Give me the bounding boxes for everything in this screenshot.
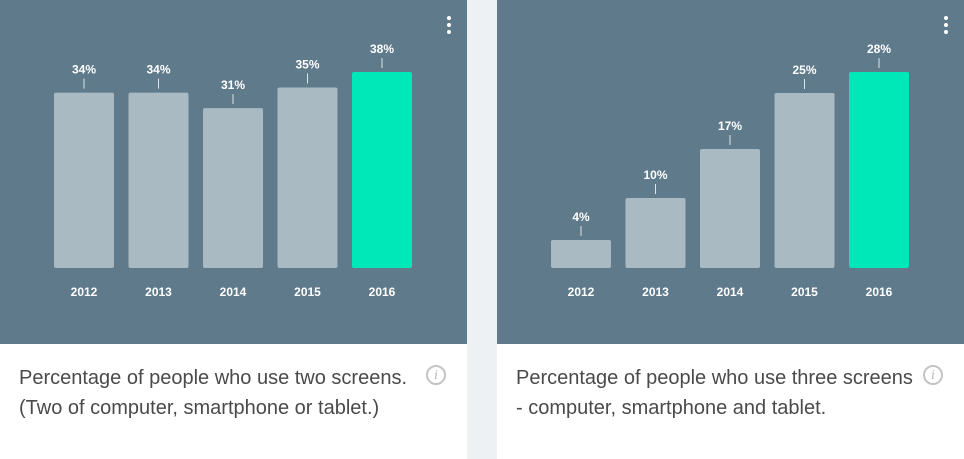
chart-caption: Percentage of people who use three scree… — [516, 367, 913, 419]
bar-2013[interactable] — [625, 198, 686, 268]
bar-2012[interactable] — [551, 240, 611, 268]
more-options-button[interactable] — [441, 12, 457, 38]
data-label: 35% — [295, 57, 319, 71]
bar-2014[interactable] — [203, 108, 263, 269]
bar-2013[interactable] — [128, 92, 189, 268]
chart-area: 34% 2012 34% 2013 31% 2014 35% 2015 38% 2016 — [0, 0, 467, 344]
data-label: 4% — [572, 210, 590, 224]
x-tick-label: 2015 — [294, 285, 321, 299]
data-label: 34% — [72, 63, 96, 77]
bar-chart: 4% 2012 10% 2013 17% 2014 25% 2015 28% 2016 — [551, 42, 909, 299]
x-tick-label: 2013 — [145, 285, 172, 299]
data-label: 31% — [221, 78, 245, 92]
x-tick-label: 2016 — [866, 285, 893, 299]
info-button[interactable]: i — [923, 365, 943, 385]
chart-caption: Percentage of people who use two screens… — [19, 367, 408, 419]
bar-chart: 34% 2012 34% 2013 31% 2014 35% 2015 38% 2016 — [54, 42, 412, 299]
info-button[interactable]: i — [426, 365, 446, 385]
x-tick-label: 2014 — [220, 285, 247, 299]
info-icon: i — [931, 368, 935, 382]
x-tick-label: 2013 — [642, 285, 669, 299]
bar-2016[interactable] — [352, 72, 412, 268]
x-tick-label: 2012 — [568, 285, 595, 299]
bar-2014[interactable] — [700, 149, 760, 268]
vertical-dots-icon — [944, 16, 948, 20]
data-label: 38% — [370, 42, 394, 56]
more-options-button[interactable] — [938, 12, 954, 38]
data-label: 25% — [792, 63, 816, 77]
x-tick-label: 2012 — [71, 285, 98, 299]
card-gap — [467, 0, 497, 459]
vertical-dots-icon — [447, 16, 451, 20]
x-tick-label: 2014 — [717, 285, 744, 299]
bar-2012[interactable] — [54, 92, 114, 268]
bar-2016[interactable] — [849, 72, 909, 268]
chart-card-two-screens: 34% 2012 34% 2013 31% 2014 35% 2015 38% 2016 Perc… — [0, 0, 467, 459]
data-label: 28% — [867, 42, 891, 56]
data-label: 10% — [643, 168, 667, 182]
data-label: 34% — [146, 63, 170, 77]
x-tick-label: 2015 — [791, 285, 818, 299]
x-tick-label: 2016 — [369, 285, 396, 299]
data-label: 17% — [718, 119, 742, 133]
bar-2015[interactable] — [774, 93, 835, 268]
bar-2015[interactable] — [277, 87, 338, 268]
chart-area: 4% 2012 10% 2013 17% 2014 25% 2015 28% 2016 — [497, 0, 964, 344]
info-icon: i — [434, 368, 438, 382]
chart-card-three-screens: 4% 2012 10% 2013 17% 2014 25% 2015 28% 2016 Perce… — [497, 0, 964, 459]
